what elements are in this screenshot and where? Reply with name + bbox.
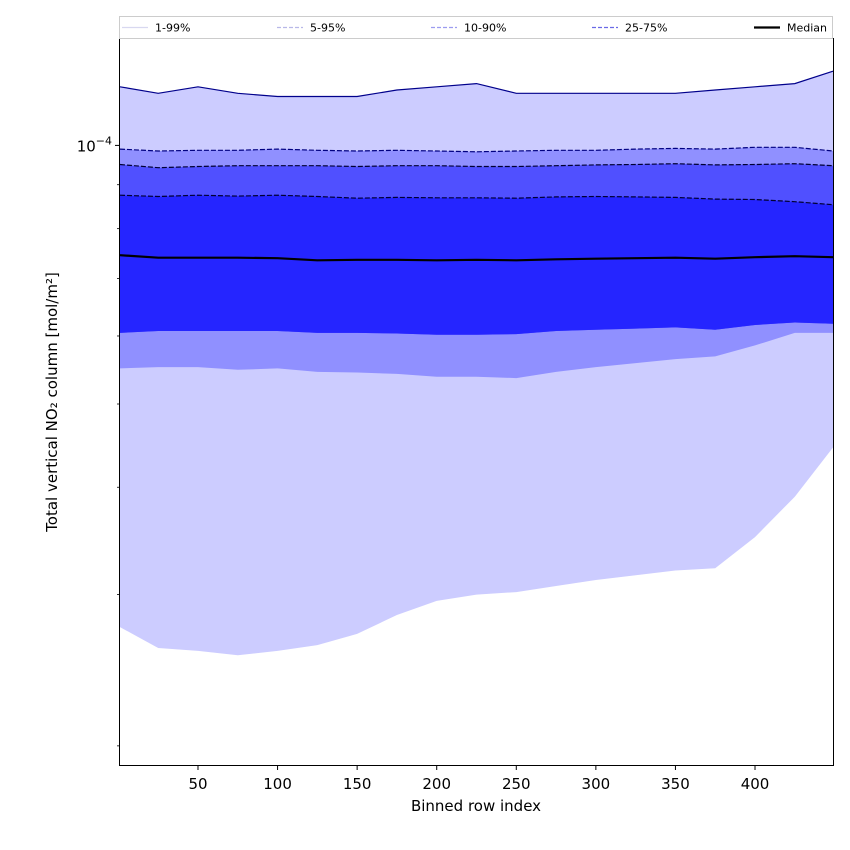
x-axis: 50 100 150 200 250 300 350 400 — [188, 765, 769, 793]
x-tick-label-50: 50 — [188, 775, 207, 793]
legend: 1-99% 5-95% 10-90% 25-75% Median — [119, 16, 833, 39]
legend-label-3: 25-75% — [625, 22, 667, 35]
legend-label-4: Median — [787, 22, 827, 35]
y-axis: 10−4 — [77, 134, 120, 747]
x-tick-label-150: 150 — [343, 775, 372, 793]
band-edge-lines — [119, 70, 834, 206]
x-tick-label-350: 350 — [661, 775, 690, 793]
edge-line-0 — [119, 70, 834, 98]
y-tick-label-0: 10−4 — [77, 134, 112, 155]
legend-box — [119, 16, 833, 39]
x-tick-label-250: 250 — [502, 775, 531, 793]
legend-label-0: 1-99% — [155, 22, 190, 35]
x-tick-label-100: 100 — [263, 775, 292, 793]
percentile-bands — [120, 71, 833, 656]
x-axis-label: Binned row index — [411, 797, 541, 815]
legend-label-2: 10-90% — [464, 22, 506, 35]
x-tick-label-400: 400 — [741, 775, 770, 793]
x-tick-label-300: 300 — [582, 775, 611, 793]
median-line — [119, 254, 834, 262]
x-tick-label-200: 200 — [422, 775, 451, 793]
edge-line-2 — [119, 163, 834, 169]
y-axis-label: Total vertical NO₂ column [mol/m²] — [43, 272, 61, 533]
edge-line-1 — [119, 146, 834, 153]
band-25-75 — [120, 195, 833, 335]
edge-line-3 — [119, 194, 834, 206]
median-series — [119, 254, 834, 262]
legend-label-1: 5-95% — [310, 22, 345, 35]
